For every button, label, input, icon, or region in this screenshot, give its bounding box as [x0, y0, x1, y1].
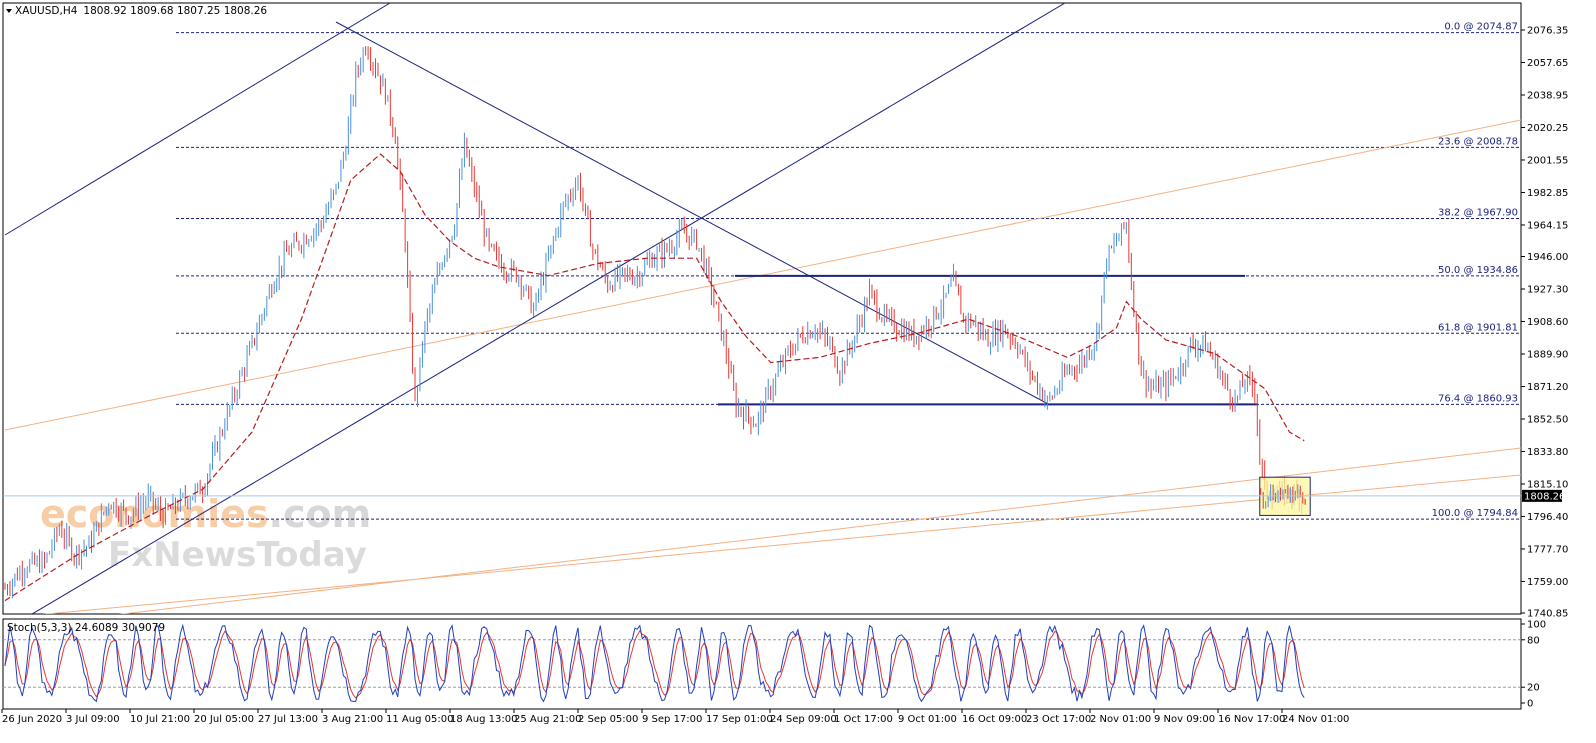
- watermark-line1a: economies: [40, 492, 269, 536]
- stoch-tick-label: 80: [1527, 635, 1540, 646]
- x-tick-label: 25 Aug 21:00: [514, 714, 581, 725]
- current-price-label: 1808.26: [1524, 491, 1565, 502]
- fib-level-label: 100.0 @ 1794.84: [1432, 508, 1518, 519]
- y-tick-label: 2020.25: [1527, 123, 1568, 134]
- y-tick-label: 2038.95: [1527, 90, 1568, 101]
- x-tick-label: 9 Nov 09:00: [1154, 714, 1215, 725]
- fib-level-label: 50.0 @ 1934.86: [1438, 265, 1518, 276]
- x-tick-label: 24 Sep 09:00: [770, 714, 837, 725]
- x-tick-label: 17 Sep 01:00: [706, 714, 773, 725]
- ohlc-label: 1808.92 1809.68 1807.25 1808.26: [83, 5, 267, 17]
- current-price-tag: 1808.26: [1522, 489, 1565, 502]
- y-tick-label: 1946.00: [1527, 252, 1568, 263]
- x-tick-label: 16 Oct 09:00: [962, 714, 1027, 725]
- fib-level-label: 38.2 @ 1967.90: [1438, 207, 1518, 218]
- x-tick-label: 10 Jul 21:00: [130, 714, 190, 725]
- stoch-header: Stoch(5,3,3) 24.6089 30.9079: [7, 622, 165, 634]
- y-tick-label: 1964.15: [1527, 220, 1568, 231]
- watermark: economies.com FxNewsToday: [40, 492, 371, 575]
- y-tick-label: 1796.40: [1527, 512, 1568, 523]
- stoch-tick-label: 100: [1527, 620, 1546, 631]
- x-tick-label: 3 Jul 09:00: [66, 714, 120, 725]
- x-tick-label: 2 Nov 01:00: [1090, 714, 1151, 725]
- dropdown-triangle-icon[interactable]: [6, 9, 12, 13]
- y-tick-label: 1815.10: [1527, 479, 1568, 490]
- fib-level-label: 76.4 @ 1860.93: [1438, 393, 1518, 404]
- y-tick-label: 1852.50: [1527, 414, 1568, 425]
- y-tick-label: 2076.35: [1527, 26, 1568, 37]
- fib-level-label: 61.8 @ 1901.81: [1438, 322, 1518, 333]
- y-tick-label: 1927.30: [1527, 285, 1568, 296]
- x-tick-label: 11 Aug 05:00: [386, 714, 453, 725]
- trend-line: [31, 3, 1066, 614]
- y-tick-label: 1982.85: [1527, 188, 1568, 199]
- x-tick-label: 9 Sep 17:00: [642, 714, 702, 725]
- y-tick-label: 1871.20: [1527, 382, 1568, 393]
- stoch-signal-line: [4, 629, 1305, 699]
- x-tick-label: 3 Aug 21:00: [322, 714, 383, 725]
- chart-header: XAUUSD,H4 1808.92 1809.68 1807.25 1808.26: [6, 5, 267, 17]
- fib-level-label: 23.6 @ 2008.78: [1438, 136, 1518, 147]
- y-tick-label: 1833.80: [1527, 447, 1568, 458]
- y-tick-label: 2057.65: [1527, 58, 1568, 69]
- fib-level-label: 0.0 @ 2074.87: [1444, 22, 1518, 33]
- symbol-label: XAUUSD,H4: [15, 5, 78, 17]
- stoch-tick-label: 20: [1527, 683, 1540, 694]
- x-tick-label: 26 Jun 2020: [2, 714, 62, 725]
- x-tick-label: 16 Nov 17:00: [1218, 714, 1285, 725]
- svg-text:economies.com: economies.com: [40, 492, 371, 536]
- x-tick-label: 24 Nov 01:00: [1282, 714, 1349, 725]
- moving-average-line: [4, 153, 1305, 602]
- watermark-line1b: .com: [269, 492, 372, 536]
- y-tick-label: 1777.70: [1527, 544, 1568, 555]
- x-tick-label: 23 Oct 17:00: [1026, 714, 1091, 725]
- watermark-line2: FxNewsToday: [108, 535, 367, 575]
- x-tick-label: 9 Oct 01:00: [898, 714, 957, 725]
- x-tick-label: 2 Sep 05:00: [578, 714, 638, 725]
- x-tick-label: 1 Oct 17:00: [834, 714, 893, 725]
- current-price-box: [1522, 489, 1562, 502]
- trend-line: [4, 3, 391, 236]
- stoch-panel-frame: [2, 618, 1522, 710]
- y-tick-label: 2001.55: [1527, 155, 1568, 166]
- y-tick-label: 1908.60: [1527, 317, 1568, 328]
- trend-line: [335, 21, 1051, 406]
- y-tick-label: 1740.85: [1527, 609, 1568, 620]
- x-tick-label: 27 Jul 13:00: [258, 714, 318, 725]
- x-tick-label: 18 Aug 13:00: [450, 714, 517, 725]
- y-tick-label: 1889.90: [1527, 349, 1568, 360]
- stoch-tick-label: 0: [1527, 699, 1533, 710]
- stoch-main-line: [4, 623, 1305, 703]
- x-tick-label: 20 Jul 05:00: [194, 714, 254, 725]
- y-tick-label: 1759.00: [1527, 577, 1568, 588]
